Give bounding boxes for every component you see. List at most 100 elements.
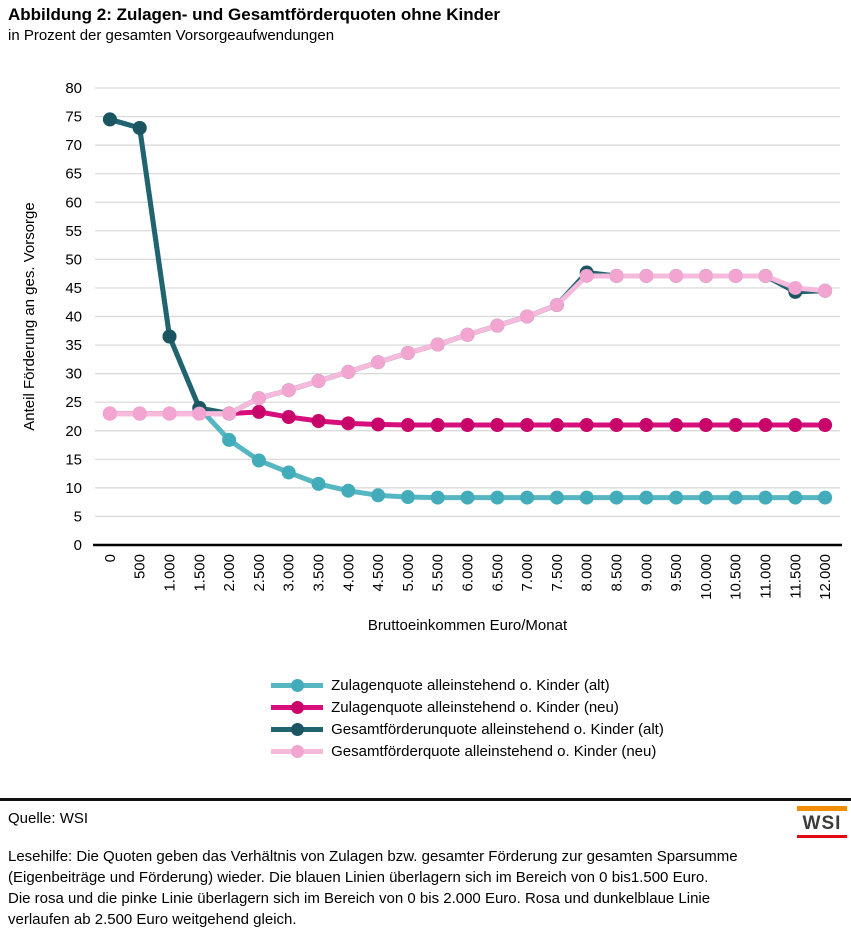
series-marker-1 (698, 418, 713, 433)
x-tick-label: 11.500 (787, 554, 804, 599)
series-marker-3 (162, 406, 177, 421)
x-tick-label: 6.500 (489, 554, 506, 592)
note-line: (Eigenbeiträge und Förderung) wieder. Di… (8, 869, 709, 886)
series-marker-0 (430, 490, 445, 505)
legend-label: Gesamtförderquote alleinstehend o. Kinde… (331, 743, 657, 760)
series-line-2 (107, 116, 828, 417)
x-tick-label: 10.000 (698, 554, 715, 600)
legend-swatch (271, 678, 324, 693)
y-tick-label: 40 (65, 309, 82, 326)
legend-item: Zulagenquote alleinstehend o. Kinder (ne… (271, 698, 664, 717)
x-axis-title: Bruttoeinkommen Euro/Monat (368, 617, 568, 634)
x-tick-label: 3.500 (311, 554, 328, 592)
series-marker-3 (639, 268, 654, 283)
x-tick-label: 3.000 (281, 554, 298, 592)
series-marker-3 (549, 298, 564, 313)
series-marker-0 (251, 453, 266, 468)
series-marker-3 (609, 268, 624, 283)
chart-svg: 0 5 10 15 20 25 30 35 40 45 50 55 60 65 70 75 80 Anteil F… (21, 80, 842, 634)
series-marker-0 (341, 483, 356, 498)
note-line: Lesehilfe: Die Quoten geben das Verhältn… (8, 848, 738, 865)
reading-note: Lesehilfe: Die Quoten geben das Verhältn… (8, 846, 843, 930)
series-marker-3 (400, 346, 415, 361)
series-marker-3 (460, 327, 475, 342)
series-marker-1 (788, 418, 803, 433)
series-marker-1 (549, 418, 564, 433)
logo-text: WSI (802, 813, 842, 834)
series-marker-3 (579, 268, 594, 283)
series-marker-3 (698, 268, 713, 283)
y-tick-label: 45 (65, 280, 82, 297)
y-tick-label: 75 (65, 109, 82, 126)
series-marker-3 (281, 383, 296, 398)
y-axis-title: Anteil Förderung an ges. Vorsorge (21, 202, 38, 430)
series-marker-0 (371, 488, 386, 503)
y-tick-label: 60 (65, 194, 82, 211)
series-marker-1 (251, 404, 266, 419)
page-subtitle: in Prozent der gesamten Vorsorgeaufwendu… (8, 27, 335, 44)
x-tick-label: 8.500 (609, 554, 626, 592)
series-marker-0 (281, 465, 296, 480)
series-marker-3 (341, 364, 356, 379)
x-tick-label: 7.000 (519, 554, 536, 592)
legend-item: Gesamtförderquote alleinstehend o. Kinde… (271, 742, 664, 761)
y-tick-label: 50 (65, 251, 82, 268)
series-marker-0 (758, 490, 773, 505)
series-marker-0 (728, 490, 743, 505)
y-tick-label: 65 (65, 166, 82, 183)
series-marker-2 (102, 112, 117, 127)
series-marker-0 (460, 490, 475, 505)
series-marker-1 (460, 418, 475, 433)
note-line: verlaufen ab 2.500 Euro weitgehend gleic… (8, 911, 297, 928)
series-marker-0 (639, 490, 654, 505)
series-marker-0 (609, 490, 624, 505)
series-marker-0 (818, 490, 833, 505)
page-title: Abbildung 2: Zulagen- und Gesamtförderqu… (8, 5, 501, 24)
source-label: Quelle: WSI (8, 810, 89, 827)
series-marker-1 (371, 417, 386, 432)
logo-red-bar (797, 835, 847, 838)
series-marker-0 (788, 490, 803, 505)
series-marker-1 (281, 410, 296, 425)
x-tick-label: 1.500 (191, 554, 208, 592)
y-tick-label: 20 (65, 423, 82, 440)
series-marker-0 (549, 490, 564, 505)
series-marker-0 (520, 490, 535, 505)
series-marker-1 (669, 418, 684, 433)
y-tick-label: 0 (74, 537, 82, 554)
series-marker-0 (579, 490, 594, 505)
series-marker-1 (341, 416, 356, 431)
series-marker-2 (132, 120, 147, 135)
x-tick-label: 12.000 (817, 554, 834, 600)
series-marker-1 (728, 418, 743, 433)
legend-label: Zulagenquote alleinstehend o. Kinder (ne… (331, 699, 619, 716)
note-line: Die rosa und die pinke Linie überlagern … (8, 890, 711, 907)
series-marker-1 (579, 418, 594, 433)
x-tick-label: 500 (132, 554, 149, 579)
x-tick-label: 10.500 (728, 554, 745, 600)
wsi-logo: WSI (797, 806, 847, 838)
y-tick-label: 5 (74, 508, 82, 525)
series-marker-1 (311, 414, 326, 429)
x-tick-label: 9.000 (638, 554, 655, 592)
x-tick-label: 5.000 (400, 554, 417, 592)
series-marker-3 (102, 406, 117, 421)
footer-divider (0, 798, 851, 801)
y-tick-label: 25 (65, 394, 82, 411)
y-tick-label: 15 (65, 451, 82, 468)
x-tick-label: 11.000 (758, 554, 775, 599)
x-tick-label: 4.500 (370, 554, 387, 592)
x-tick-label: 2.000 (221, 554, 238, 592)
series-marker-3 (818, 283, 833, 298)
x-tick-label: 2.500 (251, 554, 268, 592)
x-tick-label: 9.500 (668, 554, 685, 592)
series-marker-1 (609, 418, 624, 433)
y-tick-label: 55 (65, 223, 82, 240)
series-marker-0 (490, 490, 505, 505)
x-tick-label: 0 (102, 554, 119, 562)
y-tick-label: 70 (65, 137, 82, 154)
legend-item: Zulagenquote alleinstehend o. Kinder (al… (271, 676, 664, 695)
series-marker-3 (192, 406, 207, 421)
series-line-0 (107, 116, 828, 501)
series-marker-0 (222, 432, 237, 447)
